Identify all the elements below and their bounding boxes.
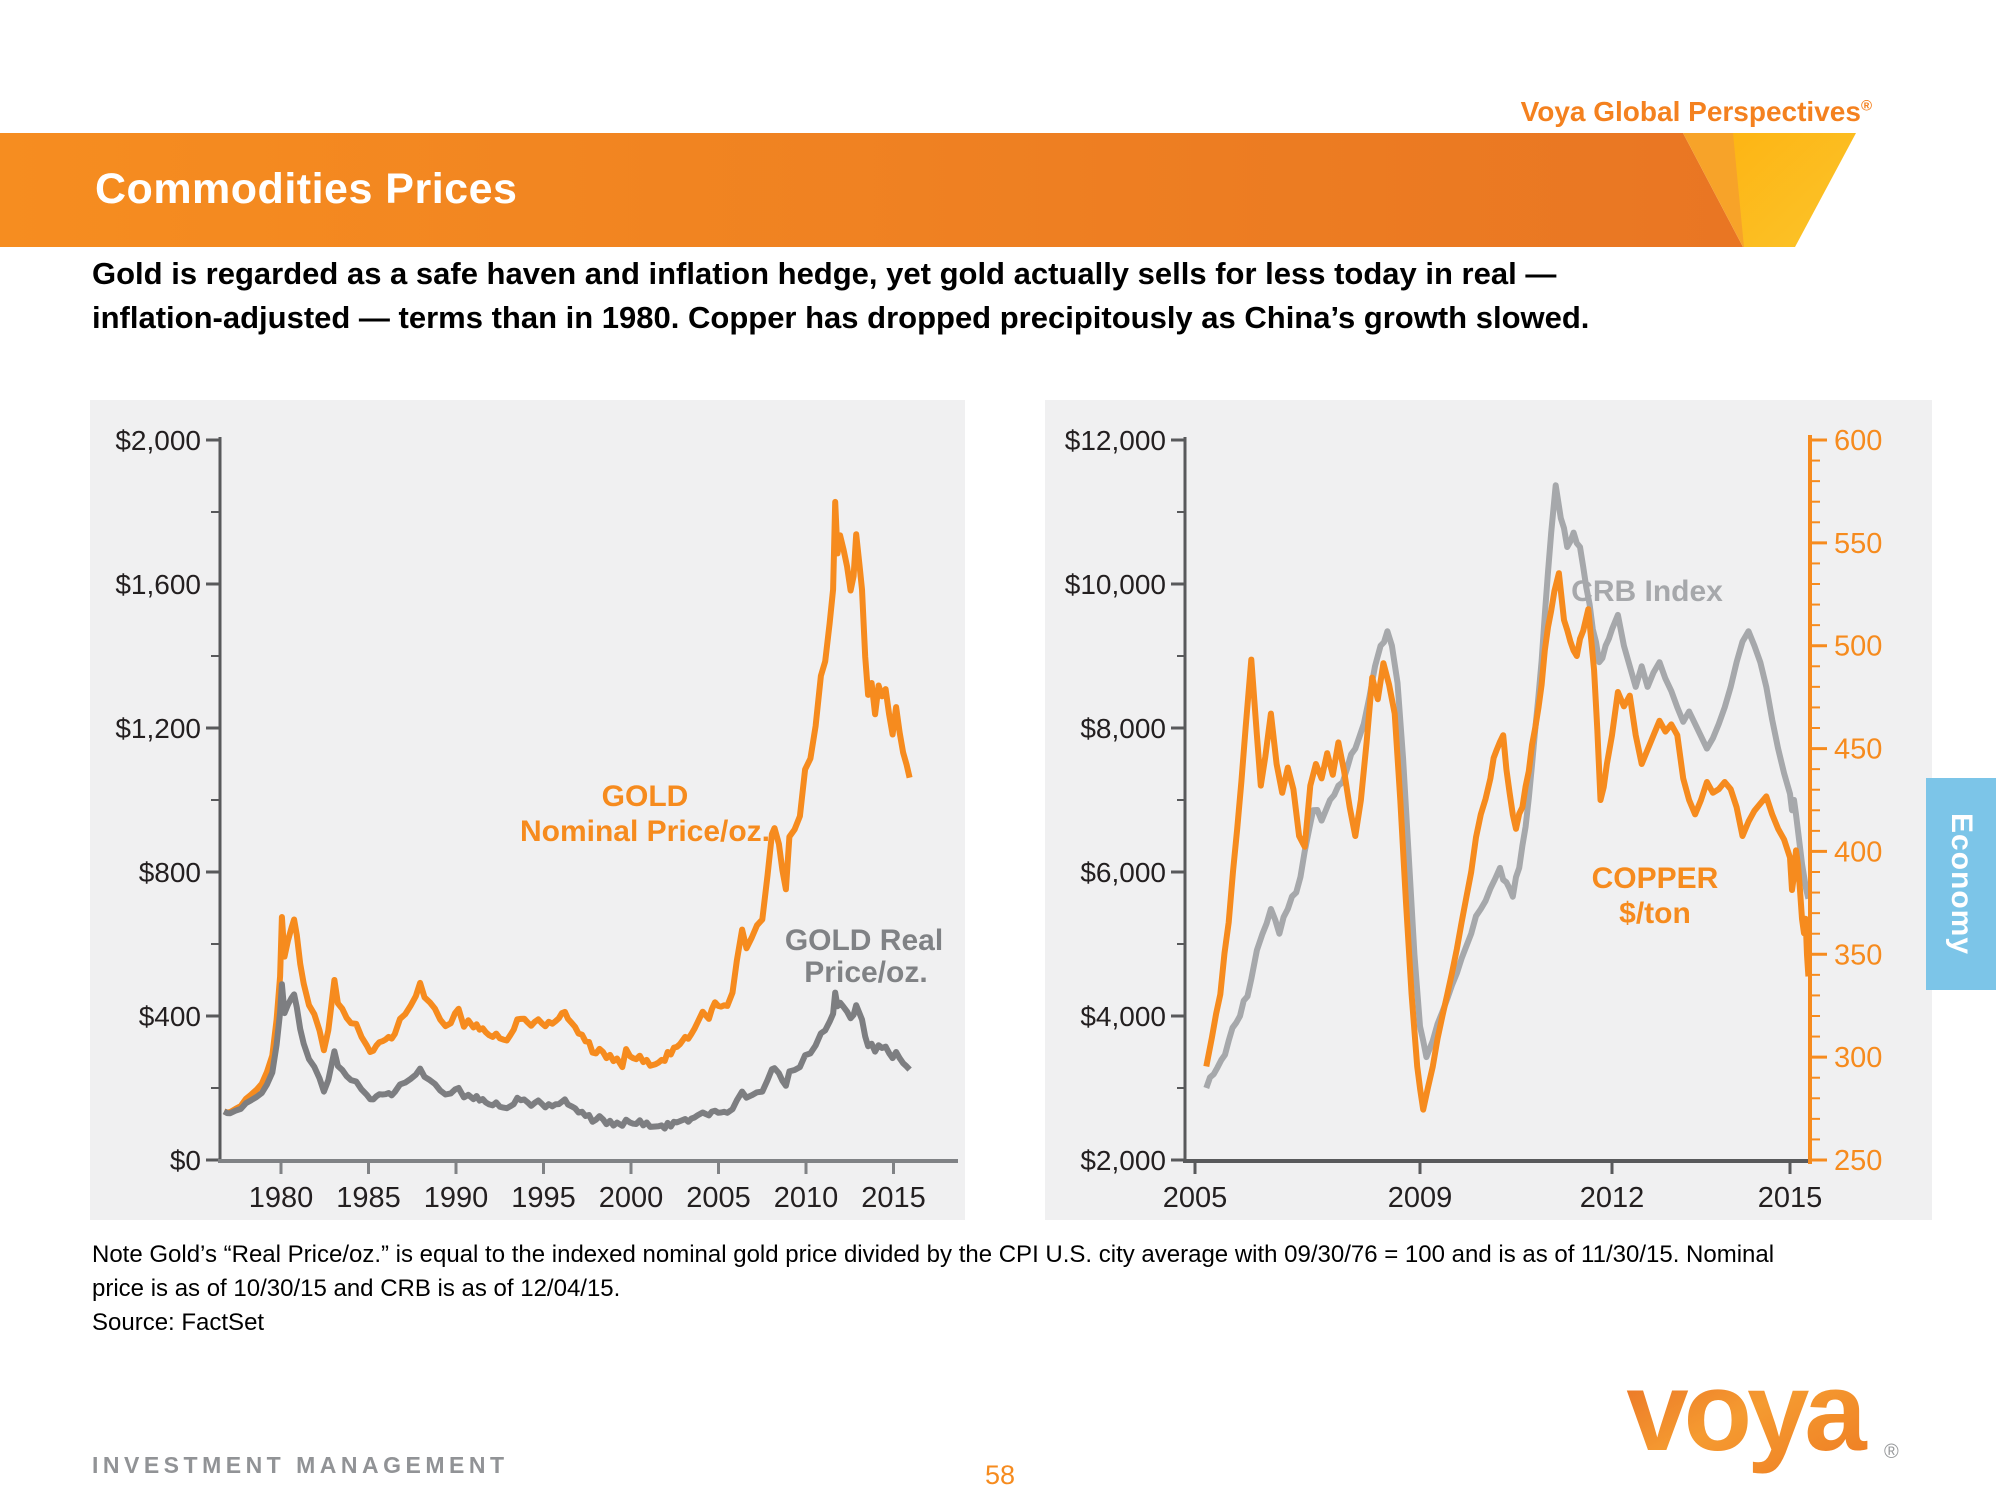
copper-left-y-tick-label: $4,000 <box>1080 1001 1166 1032</box>
voya-logo-registered-mark: ® <box>1884 1441 1899 1463</box>
copper-x-tick-label: 2005 <box>1163 1182 1228 1214</box>
copper-x-tick-label: 2015 <box>1758 1182 1823 1214</box>
gold-y-tick-label: $0 <box>170 1145 201 1176</box>
subtitle: Gold is regarded as a safe haven and inf… <box>92 252 1912 340</box>
copper-x-tick-label: 2012 <box>1580 1182 1645 1214</box>
copper-series <box>1203 570 1812 1113</box>
crb-right-y-tick-label: 500 <box>1834 631 1882 663</box>
gold-x-tick-label: 2015 <box>861 1182 926 1214</box>
copper-left-y-tick-label: $6,000 <box>1080 857 1166 888</box>
brand-registered-mark: ® <box>1860 97 1872 115</box>
gold-x-tick-label: 1995 <box>511 1182 576 1214</box>
crb-right-y-tick-label: 450 <box>1834 734 1882 766</box>
gold-chart-panel <box>90 400 965 1220</box>
copper-series-label: COPPER <box>1592 862 1719 895</box>
gold-price-chart: $0 $400 $800 $1,200 $1,600 $2,000 1980 1985 1990… <box>90 400 965 1220</box>
gold-y-tick-label: $800 <box>139 857 201 888</box>
gold-nominal-series <box>223 498 913 1116</box>
footnote-source: Source: FactSet <box>92 1309 265 1336</box>
subtitle-line-1: Gold is regarded as a safe haven and inf… <box>92 256 1557 291</box>
crb-right-y-tick-label: 250 <box>1834 1145 1882 1177</box>
gold-x-tick-label: 2000 <box>599 1182 664 1214</box>
brand-text: Voya Global Perspectives <box>1520 96 1861 127</box>
gold-x-tick-label: 1985 <box>336 1182 401 1214</box>
division-label: INVESTMENT MANAGEMENT <box>92 1452 509 1478</box>
copper-chart-panel <box>1045 400 1932 1220</box>
page-title: Commodities Prices <box>95 165 518 213</box>
gold-y-tick-label: $1,200 <box>115 713 201 744</box>
subtitle-line-2: inflation-adjusted — terms than in 1980.… <box>92 300 1590 335</box>
economy-tab-label: Economy <box>1945 812 1978 956</box>
footnote-line-2: price is as of 10/30/15 and CRB is as of… <box>92 1275 621 1302</box>
brand-line: Voya Global Perspectives® <box>1521 96 1872 128</box>
copper-left-y-tick-label: $2,000 <box>1080 1145 1166 1176</box>
gold-series-label: GOLD <box>602 780 689 813</box>
gold-series-label: Price/oz. <box>804 956 927 989</box>
header-band <box>0 133 1856 247</box>
band-chevron-yellow-icon <box>1733 133 1856 247</box>
gold-y-tick-label: $1,600 <box>115 569 201 600</box>
copper-left-y-tick-label: $10,000 <box>1065 569 1166 600</box>
gold-y-tick-label: $400 <box>139 1001 201 1032</box>
copper-x-tick-label: 2009 <box>1388 1182 1453 1214</box>
voya-logo-text: voya <box>1626 1352 1867 1474</box>
economy-side-tab[interactable]: Economy <box>1926 778 1996 990</box>
gold-x-tick-label: 2010 <box>774 1182 839 1214</box>
crb-right-y-tick-label: 550 <box>1834 528 1882 560</box>
page-number: 58 <box>984 1460 1016 1490</box>
gold-real-series <box>222 981 912 1132</box>
crb-right-y-tick-label: 300 <box>1834 1042 1882 1074</box>
voya-logo-graphic: voya ® <box>1626 1349 1899 1474</box>
gold-y-tick-label: $2,000 <box>115 425 201 456</box>
copper-crb-chart: $2,000 $4,000 $6,000 $8,000 $10,000 $12,000 20… <box>1045 400 1932 1220</box>
gold-x-tick-label: 1990 <box>424 1182 489 1214</box>
crb-right-y-tick-label: 600 <box>1834 425 1882 457</box>
copper-series-label: CRB Index <box>1571 575 1723 608</box>
crb-index-series <box>1203 482 1812 1089</box>
voya-logo: voya ® <box>1612 1349 1912 1482</box>
crb-right-y-tick-label: 350 <box>1834 939 1882 971</box>
band-shape <box>0 133 1743 247</box>
copper-left-y-tick-label: $8,000 <box>1080 713 1166 744</box>
footnote-line-1: Note Gold’s “Real Price/oz.” is equal to… <box>92 1241 1775 1268</box>
crb-right-y-tick-label: 400 <box>1834 836 1882 868</box>
gold-series-label: Nominal Price/oz. <box>520 815 770 848</box>
copper-series-label: $/ton <box>1619 897 1691 930</box>
copper-left-y-tick-label: $12,000 <box>1065 425 1166 456</box>
footnote: Note Gold’s “Real Price/oz.” is equal to… <box>92 1238 1962 1340</box>
gold-x-tick-label: 1980 <box>249 1182 314 1214</box>
gold-series-label: GOLD Real <box>785 924 943 957</box>
gold-x-tick-label: 2005 <box>686 1182 751 1214</box>
